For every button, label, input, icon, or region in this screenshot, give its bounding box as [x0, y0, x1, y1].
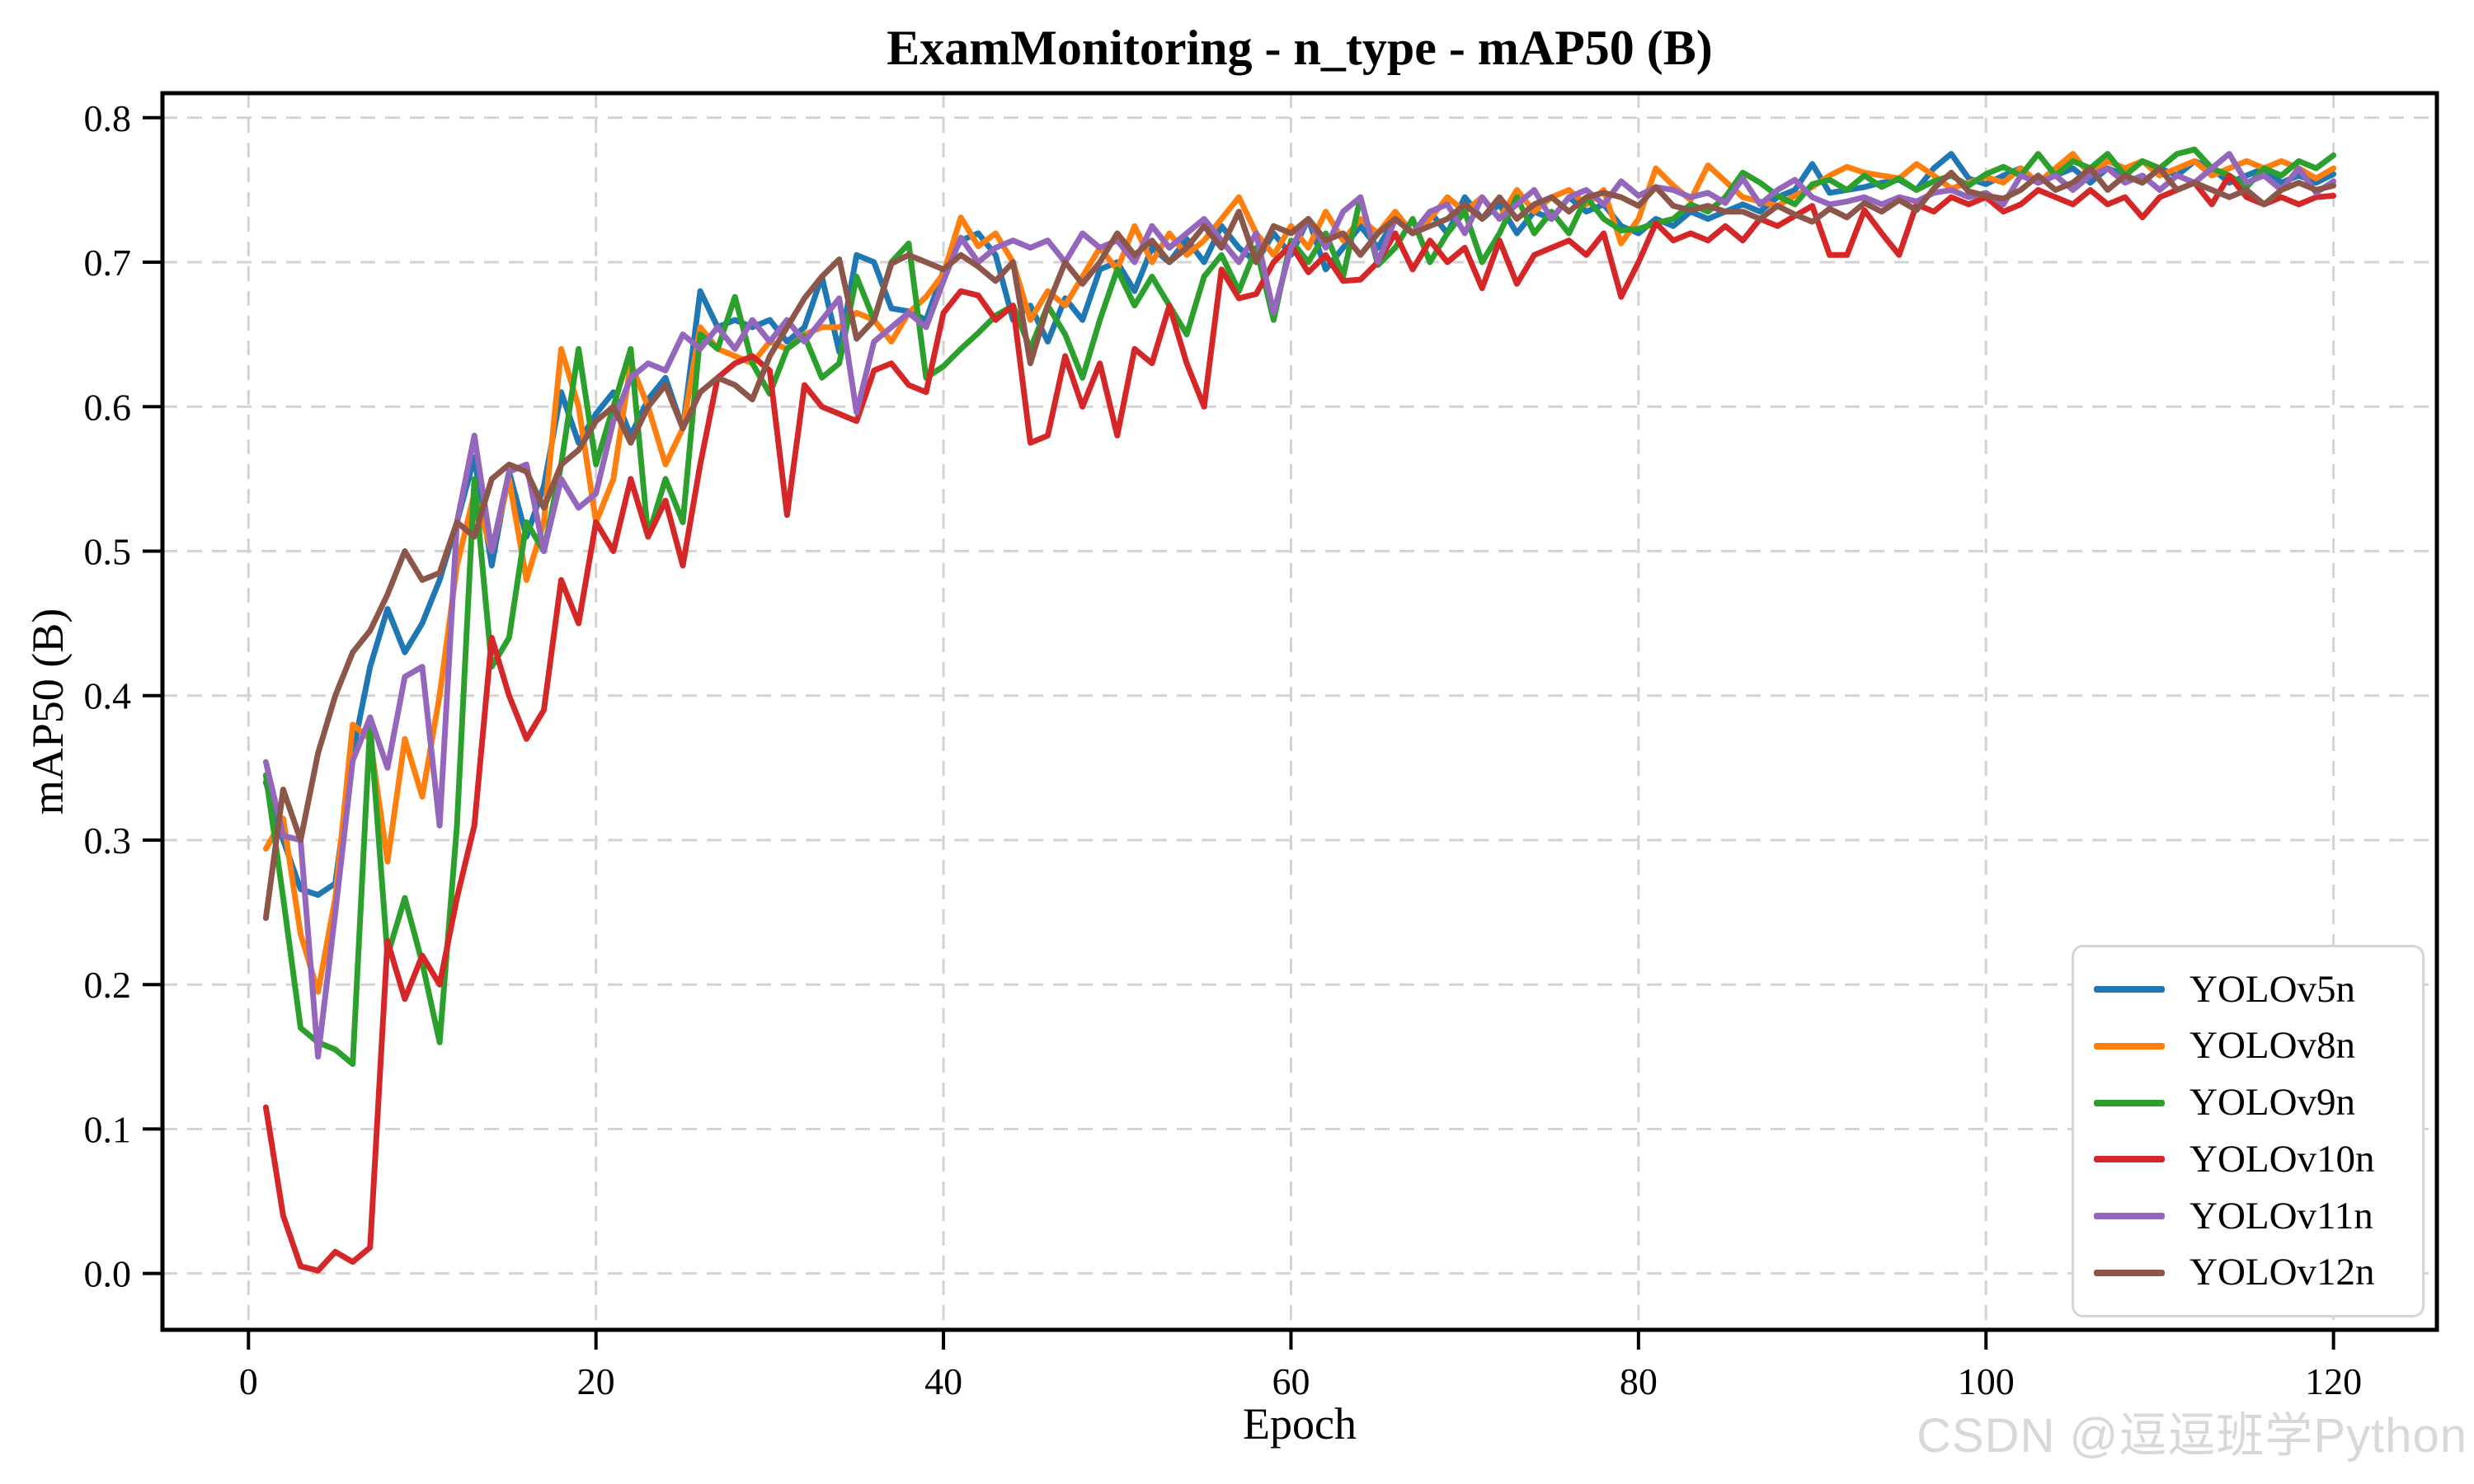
- legend-label: YOLOv8n: [2189, 1024, 2356, 1068]
- legend-item-YOLOv9n: YOLOv9n: [2094, 1083, 2422, 1122]
- legend-item-YOLOv8n: YOLOv8n: [2094, 1026, 2422, 1065]
- x-tick-label: 100: [1958, 1360, 2015, 1402]
- series-layer: [262, 146, 2337, 1274]
- csdn-watermark: CSDN @逗逗班学Python: [1917, 1409, 2467, 1463]
- legend-line-swatch: [2094, 986, 2165, 993]
- x-axis-label: Epoch: [1243, 1399, 1357, 1449]
- y-tick-label: 0.7: [84, 242, 132, 284]
- legend-box: YOLOv5n YOLOv8n YOLOv9n YOLOv10n YOLOv11n YOL…: [2072, 945, 2425, 1317]
- y-tick-label: 0.4: [84, 675, 132, 717]
- y-tick-label: 0.5: [84, 530, 132, 572]
- x-tick-label: 0: [239, 1360, 258, 1402]
- x-tick-label: 80: [1620, 1360, 1658, 1402]
- y-tick-label: 0.1: [84, 1108, 132, 1150]
- y-tick-label: 0.3: [84, 819, 132, 862]
- legend-line-swatch: [2094, 1042, 2165, 1050]
- y-tick-label: 0.0: [84, 1253, 132, 1295]
- x-tick-label: 20: [577, 1360, 615, 1402]
- legend-line-swatch: [2094, 1213, 2165, 1220]
- series-line-YOLOv10n: [262, 172, 2337, 1274]
- legend-label: YOLOv11n: [2189, 1194, 2373, 1237]
- axes-frame: [160, 91, 2439, 1332]
- legend-line-swatch: [2094, 1269, 2165, 1276]
- legend-item-YOLOv5n: YOLOv5n: [2094, 970, 2422, 1009]
- legend-item-YOLOv11n: YOLOv11n: [2094, 1194, 2422, 1237]
- legend-item-YOLOv12n: YOLOv12n: [2094, 1253, 2422, 1292]
- y-axis-label: mAP50 (B): [23, 608, 73, 815]
- legend-label: YOLOv10n: [2189, 1137, 2375, 1181]
- legend-label: YOLOv12n: [2189, 1251, 2375, 1294]
- x-tick-label: 120: [2305, 1360, 2362, 1402]
- x-tick-label: 60: [1272, 1360, 1310, 1402]
- grid-layer: [162, 93, 2437, 1330]
- legend-line-swatch: [2094, 1156, 2165, 1163]
- y-tick-label: 0.2: [84, 964, 132, 1006]
- legend-label: YOLOv5n: [2189, 967, 2356, 1011]
- y-tick-label: 0.6: [84, 386, 132, 428]
- series-line-YOLOv12n: [262, 165, 2337, 922]
- legend-item-YOLOv10n: YOLOv10n: [2094, 1137, 2422, 1181]
- x-tick-label: 40: [924, 1360, 962, 1402]
- axes-spines: [160, 91, 2439, 1332]
- legend-line-swatch: [2094, 1099, 2165, 1106]
- chart-title: ExamMonitoring - n_type - mAP50 (B): [887, 21, 1713, 75]
- legend-label: YOLOv9n: [2189, 1081, 2356, 1125]
- y-tick-label: 0.8: [84, 97, 132, 139]
- tick-layer: 0 20 40 60 80 100 120 0.0 0.1 0.2 0.3 0.4 0.5 0.6 0.7 0…: [84, 97, 2363, 1402]
- series-line-YOLOv9n: [262, 146, 2337, 1068]
